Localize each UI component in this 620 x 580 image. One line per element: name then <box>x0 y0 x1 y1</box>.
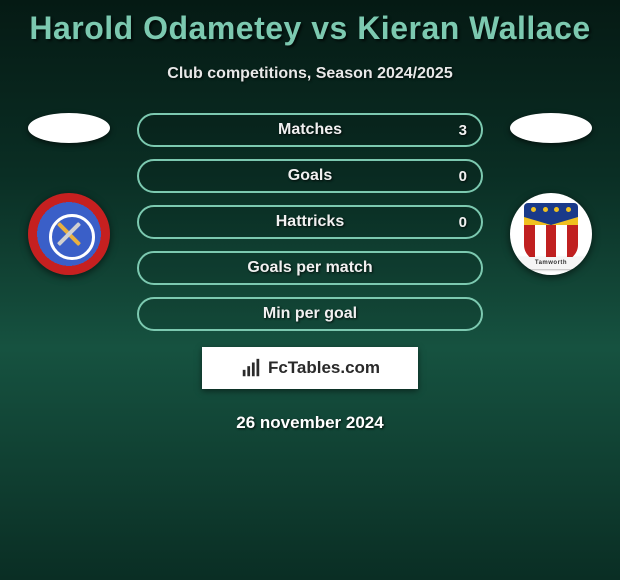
stat-row-goals-per-match: Goals per match <box>137 251 483 285</box>
stat-row-hattricks: Hattricks 0 <box>137 205 483 239</box>
left-club-badge <box>28 193 110 275</box>
page-title: Harold Odametey vs Kieran Wallace <box>0 0 620 47</box>
right-player-column: Tamworth <box>501 113 601 275</box>
stat-row-goals: Goals 0 <box>137 159 483 193</box>
stat-label: Goals <box>288 167 332 185</box>
stats-list: Matches 3 Goals 0 Hattricks 0 Goals per … <box>137 113 483 331</box>
snapshot-date: 26 november 2024 <box>0 413 620 433</box>
stat-value: 0 <box>459 168 467 185</box>
brand-watermark: FcTables.com <box>202 347 418 389</box>
brand-text: FcTables.com <box>268 358 380 378</box>
right-club-badge: Tamworth <box>510 193 592 275</box>
stat-row-matches: Matches 3 <box>137 113 483 147</box>
shield-icon <box>524 203 578 265</box>
stat-label: Goals per match <box>247 259 372 277</box>
chart-icon <box>240 357 262 379</box>
comparison-panel: Matches 3 Goals 0 Hattricks 0 Goals per … <box>0 113 620 331</box>
page-subtitle: Club competitions, Season 2024/2025 <box>0 65 620 83</box>
stat-label: Hattricks <box>276 213 344 231</box>
right-country-flag <box>510 113 592 143</box>
stat-label: Matches <box>278 121 342 139</box>
stat-value: 0 <box>459 214 467 231</box>
stat-row-min-per-goal: Min per goal <box>137 297 483 331</box>
left-country-flag <box>28 113 110 143</box>
club-ribbon-text: Tamworth <box>516 257 586 269</box>
stat-label: Min per goal <box>263 305 357 323</box>
stat-value: 3 <box>459 122 467 139</box>
left-player-column <box>19 113 119 275</box>
